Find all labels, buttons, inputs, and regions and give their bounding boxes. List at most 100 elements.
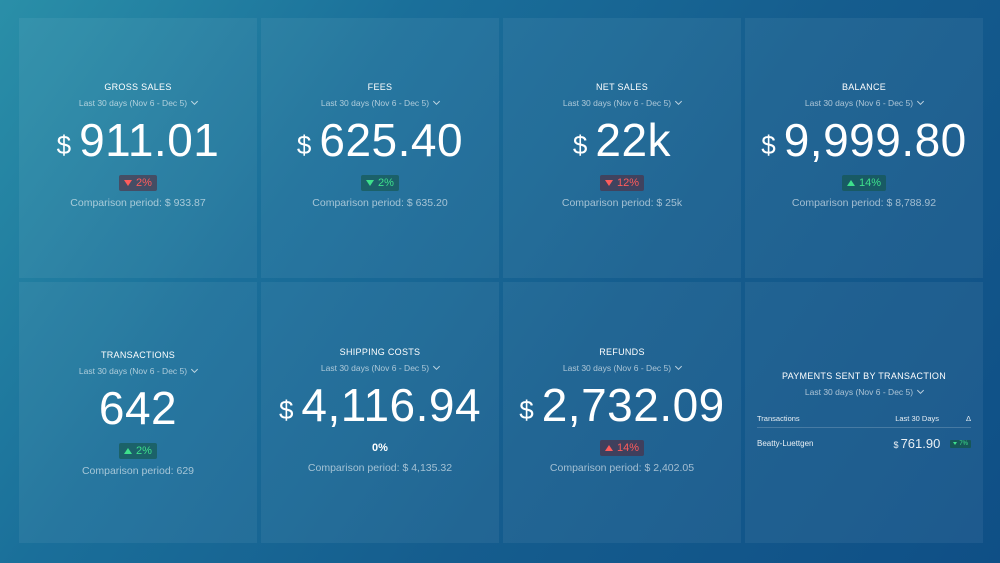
comparison-text: Comparison period: 629	[81, 465, 195, 477]
change-badge: 14%	[841, 175, 887, 191]
currency-symbol: $	[278, 395, 294, 425]
change-value: 2%	[378, 177, 394, 189]
transactions-card: TRANSACTIONS Last 30 days (Nov 6 - Dec 5…	[19, 282, 257, 543]
period-label: Last 30 days (Nov 6 - Dec 5)	[78, 98, 188, 108]
comparison-text: Comparison period: $ 2,402.05	[549, 462, 695, 474]
change-badge: 0%	[367, 440, 393, 456]
metric-value: $ 4,116.94	[261, 382, 499, 428]
card-title: NET SALES	[595, 82, 649, 92]
comparison-text: Comparison period: $ 4,135.32	[307, 462, 453, 474]
period-selector[interactable]: Last 30 days (Nov 6 - Dec 5)	[78, 365, 199, 376]
change-value: 14%	[616, 442, 640, 454]
change-badge: 14%	[599, 440, 645, 456]
metric-value: $ 2,732.09	[503, 382, 741, 428]
card-title: REFUNDS	[599, 347, 645, 357]
fees-card: FEES Last 30 days (Nov 6 - Dec 5) $ 625.…	[261, 18, 499, 278]
arrow-up-icon	[846, 180, 855, 186]
period-selector[interactable]: Last 30 days (Nov 6 - Dec 5)	[562, 97, 683, 108]
card-title: PAYMENTS SENT BY TRANSACTION	[781, 371, 947, 381]
chevron-down-icon	[433, 97, 441, 106]
arrow-up-icon	[604, 445, 613, 451]
comparison-text: Comparison period: $ 635.20	[312, 197, 448, 209]
change-badge: 2%	[361, 175, 399, 191]
chevron-down-icon	[917, 97, 925, 106]
metric-number: 4,116.94	[301, 379, 482, 431]
chevron-down-icon	[191, 365, 199, 374]
net-sales-card: NET SALES Last 30 days (Nov 6 - Dec 5) $…	[503, 18, 741, 278]
change-value: 2%	[136, 445, 152, 457]
column-header[interactable]: Transactions	[757, 414, 800, 423]
change-value: 0%	[372, 442, 388, 454]
period-selector[interactable]: Last 30 days (Nov 6 - Dec 5)	[320, 97, 441, 108]
metric-number: 2,732.09	[541, 379, 725, 431]
comparison-text: Comparison period: $ 8,788.92	[791, 197, 937, 209]
arrow-down-icon	[953, 442, 958, 445]
transaction-value: $ 761.90	[894, 436, 941, 451]
card-title: FEES	[367, 82, 393, 92]
card-title: SHIPPING COSTS	[339, 347, 421, 357]
metric-number: 9,999.80	[783, 114, 967, 166]
period-label: Last 30 days (Nov 6 - Dec 5)	[804, 98, 914, 108]
chevron-down-icon	[191, 97, 199, 106]
period-selector[interactable]: Last 30 days (Nov 6 - Dec 5)	[562, 362, 683, 373]
table-header: Transactions Last 30 Days Δ	[757, 414, 971, 428]
period-selector[interactable]: Last 30 days (Nov 6 - Dec 5)	[320, 362, 441, 373]
metric-value: $ 911.01	[19, 117, 257, 163]
balance-card: BALANCE Last 30 days (Nov 6 - Dec 5) $ 9…	[745, 18, 983, 278]
comparison-text: Comparison period: $ 933.87	[70, 197, 206, 209]
arrow-down-icon	[366, 180, 375, 186]
currency-symbol: $	[56, 130, 72, 160]
metric-value: 642	[19, 385, 257, 431]
change-value: 2%	[136, 177, 152, 189]
shipping-costs-card: SHIPPING COSTS Last 30 days (Nov 6 - Dec…	[261, 282, 499, 543]
change-badge: 2%	[119, 443, 157, 459]
metric-number: 911.01	[79, 114, 220, 166]
arrow-down-icon	[604, 180, 613, 186]
change-value: 14%	[858, 177, 882, 189]
card-title: GROSS SALES	[104, 82, 172, 92]
change-badge: 12%	[599, 175, 645, 191]
currency-symbol: $	[761, 130, 776, 160]
payments-table: Transactions Last 30 Days Δ Beatty-Luett…	[757, 414, 971, 451]
card-title: TRANSACTIONS	[100, 350, 176, 360]
metric-value: $ 22k	[503, 117, 741, 163]
period-selector[interactable]: Last 30 days (Nov 6 - Dec 5)	[78, 97, 199, 108]
metric-value: $ 9,999.80	[745, 117, 983, 163]
metric-number: 642	[98, 382, 178, 434]
chevron-down-icon	[675, 362, 683, 371]
metric-number: 625.40	[319, 114, 464, 166]
payments-sent-card: PAYMENTS SENT BY TRANSACTION Last 30 day…	[745, 282, 983, 543]
transaction-name: Beatty-Luettgen	[757, 439, 814, 448]
card-title: BALANCE	[841, 82, 887, 92]
table-row[interactable]: Beatty-Luettgen $ 761.90 7%	[757, 428, 971, 451]
period-selector[interactable]: Last 30 days (Nov 6 - Dec 5)	[804, 97, 925, 108]
change-value: 12%	[616, 177, 640, 189]
currency-symbol: $	[572, 130, 588, 160]
column-header[interactable]: Δ	[965, 414, 971, 423]
period-label: Last 30 days (Nov 6 - Dec 5)	[562, 98, 672, 108]
chevron-down-icon	[675, 97, 683, 106]
currency-symbol: $	[893, 440, 899, 450]
gross-sales-card: GROSS SALES Last 30 days (Nov 6 - Dec 5)…	[19, 18, 257, 278]
chevron-down-icon	[433, 362, 441, 371]
metric-value: $ 625.40	[261, 117, 499, 163]
arrow-up-icon	[124, 448, 133, 454]
comparison-text: Comparison period: $ 25k	[561, 197, 683, 209]
currency-symbol: $	[519, 395, 534, 425]
period-label: Last 30 days (Nov 6 - Dec 5)	[562, 363, 672, 373]
currency-symbol: $	[296, 130, 312, 160]
column-header[interactable]: Last 30 Days	[895, 414, 939, 423]
amount: 761.90	[900, 436, 941, 451]
period-label: Last 30 days (Nov 6 - Dec 5)	[320, 98, 430, 108]
dashboard-grid: GROSS SALES Last 30 days (Nov 6 - Dec 5)…	[19, 18, 983, 545]
arrow-down-icon	[124, 180, 133, 186]
period-selector[interactable]: Last 30 days (Nov 6 - Dec 5)	[804, 386, 925, 397]
change-value: 7%	[959, 440, 968, 447]
refunds-card: REFUNDS Last 30 days (Nov 6 - Dec 5) $ 2…	[503, 282, 741, 543]
period-label: Last 30 days (Nov 6 - Dec 5)	[804, 387, 914, 397]
period-label: Last 30 days (Nov 6 - Dec 5)	[78, 366, 188, 376]
change-badge: 7%	[950, 439, 971, 448]
period-label: Last 30 days (Nov 6 - Dec 5)	[320, 363, 430, 373]
metric-number: 22k	[595, 114, 672, 166]
change-badge: 2%	[119, 175, 157, 191]
